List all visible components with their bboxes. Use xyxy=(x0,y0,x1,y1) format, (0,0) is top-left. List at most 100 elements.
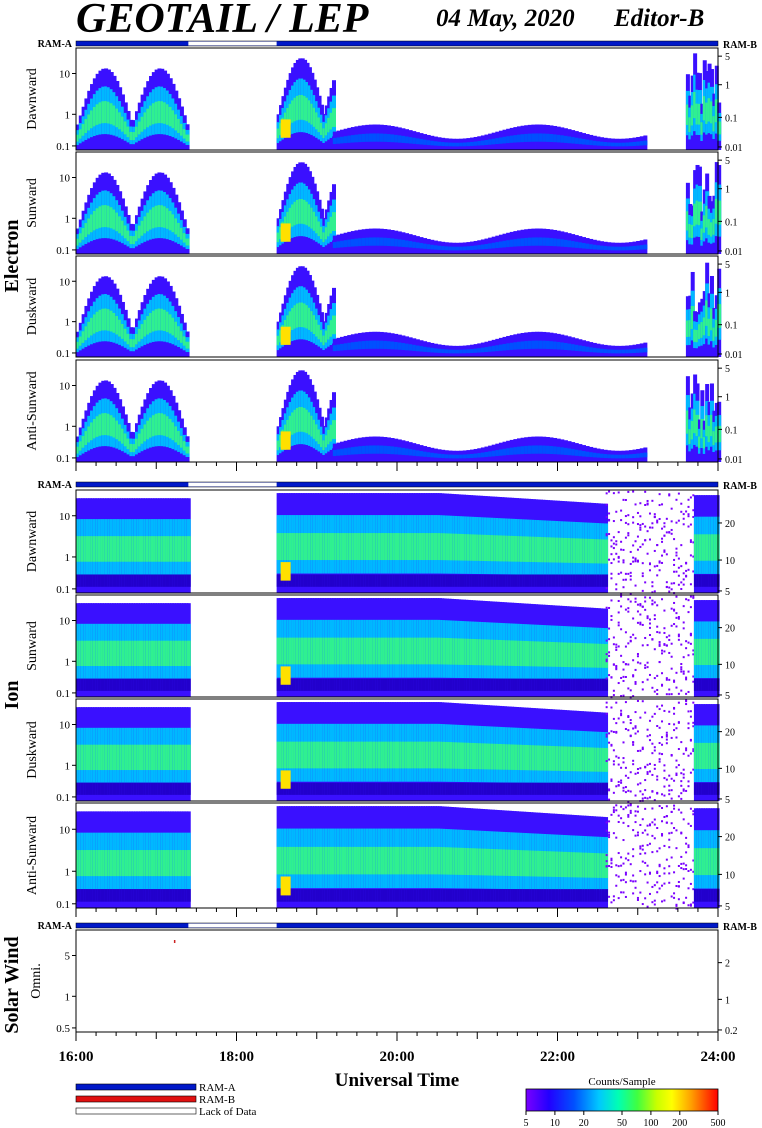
panel-0-3-cell xyxy=(165,416,170,437)
panel-0-1-cell xyxy=(401,239,406,247)
panel-1-1-cell xyxy=(604,678,609,691)
panel-0-1-cell xyxy=(415,242,420,249)
panel-1-0-cell xyxy=(288,574,293,587)
panel-1-0-speck xyxy=(617,572,620,575)
panel-1-3-cell xyxy=(92,889,97,902)
panel-1-2-speck xyxy=(675,727,678,730)
panel-1-2-cell xyxy=(404,782,409,795)
panel-0-3-cell xyxy=(322,440,327,451)
panel-1-1-cell xyxy=(471,678,476,691)
panel-1-2-cell xyxy=(486,743,491,770)
panel-1-1-speck xyxy=(656,693,659,696)
panel-0-3-cell xyxy=(327,429,332,445)
panel-0-2-cell xyxy=(132,339,137,348)
panel-0-2-cell xyxy=(632,349,637,354)
panel-0-3-cell xyxy=(714,426,719,443)
panel-0-1-cell xyxy=(610,246,615,251)
panel-1-0-cell xyxy=(483,574,488,587)
panel-1-3-cell xyxy=(133,889,138,902)
panel-1-1-cell xyxy=(442,678,447,691)
panel-0-2-cell xyxy=(319,330,324,343)
panel-1-3-cell xyxy=(119,889,124,902)
panel-1-2-cell xyxy=(90,744,95,771)
panel-0-2-cell xyxy=(643,347,648,353)
panel-1-0-speck xyxy=(608,512,611,515)
panel-1-2-cell xyxy=(502,744,507,770)
panel-0-2-cell xyxy=(157,308,162,331)
panel-1-1-cell xyxy=(124,640,129,667)
panel-1-1-speck xyxy=(634,597,637,600)
panel-0-1-cell xyxy=(386,238,391,247)
panel-1-2-cell xyxy=(382,741,387,769)
panel-1-0-speck xyxy=(622,586,625,589)
panel-1-2-cell xyxy=(522,782,527,795)
panel-1-1-speck xyxy=(624,645,627,648)
panel-1-0-cell xyxy=(157,574,162,587)
panel-0-1-right-tick-label: 5 xyxy=(725,156,730,167)
panel-1-0-speck xyxy=(680,587,683,590)
panel-1-1-cell xyxy=(536,641,541,667)
panel-1-0-cell xyxy=(512,574,517,587)
panel-1-0-cell xyxy=(348,533,353,561)
panel-0-0-cell xyxy=(707,98,712,122)
panel-0-1-cell xyxy=(480,244,485,250)
panel-0-1-cell xyxy=(405,240,410,248)
panel-0-3-cell xyxy=(459,454,464,459)
panel-1-1-speck xyxy=(673,609,676,612)
panel-1-2-cell xyxy=(514,744,519,770)
panel-1-1-cell xyxy=(307,678,312,691)
panel-1-0-cell xyxy=(601,574,606,587)
panel-0-2-cell xyxy=(298,302,303,328)
panel-1-0-cell xyxy=(397,533,401,561)
panel-1-2-cell xyxy=(510,744,515,770)
panel-1-3-cell xyxy=(88,889,93,902)
panel-1-2-cell xyxy=(279,741,284,769)
panel-0-1-cell xyxy=(327,221,332,237)
panel-1-3-cell xyxy=(128,850,133,877)
panel-1-0-cell xyxy=(418,533,423,561)
panel-1-0-cell xyxy=(138,574,143,587)
panel-1-0-cell xyxy=(589,538,594,564)
panel-0-1-cell xyxy=(154,205,159,228)
panel-1-0-speck xyxy=(661,561,664,564)
panel-1-2-speck xyxy=(605,712,608,715)
panel-1-2-speck xyxy=(685,749,688,752)
panel-1-2-cell xyxy=(404,741,409,769)
panel-1-3-cell xyxy=(76,850,80,877)
panel-1-0-cell xyxy=(466,534,471,561)
panel-0-1-cell xyxy=(690,224,695,238)
panel-0-0-cell xyxy=(368,133,373,142)
panel-1-0-cell xyxy=(124,574,129,587)
panel-0-3-cell xyxy=(415,450,420,457)
panel-0-2-cell xyxy=(81,331,86,343)
panel-1-1-cell xyxy=(397,678,401,691)
panel-1-1-speck xyxy=(641,688,644,691)
panel-1-2-cell xyxy=(141,782,146,795)
panel-0-0-cell xyxy=(700,122,705,135)
panel-1-0-speck xyxy=(670,528,673,531)
panel-0-1-cell xyxy=(488,243,493,249)
panel-0-3-cell xyxy=(347,447,352,455)
panel-1-3-cell xyxy=(107,889,112,902)
panel-1-2-speck xyxy=(665,738,668,741)
panel-1-1-cell xyxy=(430,678,435,691)
panel-1-1-cell xyxy=(546,641,551,667)
panel-1-1-cell xyxy=(368,637,373,665)
panel-1-1-speck xyxy=(617,621,620,624)
panel-0-1-cell xyxy=(115,212,120,232)
panel-0-0-cell xyxy=(455,142,460,147)
panel-0-3-cell xyxy=(112,417,117,438)
panel-0-0-cell xyxy=(390,134,395,143)
panel-1-1-speck xyxy=(629,639,632,642)
panel-0-0-cell xyxy=(437,141,442,146)
panel-0-0-cell xyxy=(329,112,334,130)
panel-0-2-cell xyxy=(585,346,590,352)
panel-1-1-speck xyxy=(648,596,651,599)
panel-0-2-cell xyxy=(610,349,615,354)
panel-1-3-cell xyxy=(112,889,117,902)
panel-1-1-cell xyxy=(442,637,447,665)
panel-1-0-speck xyxy=(608,518,611,521)
panel-1-1-cell xyxy=(548,678,553,691)
panel-1-1-cell xyxy=(124,678,129,691)
panel-0-0-cell xyxy=(358,134,363,143)
